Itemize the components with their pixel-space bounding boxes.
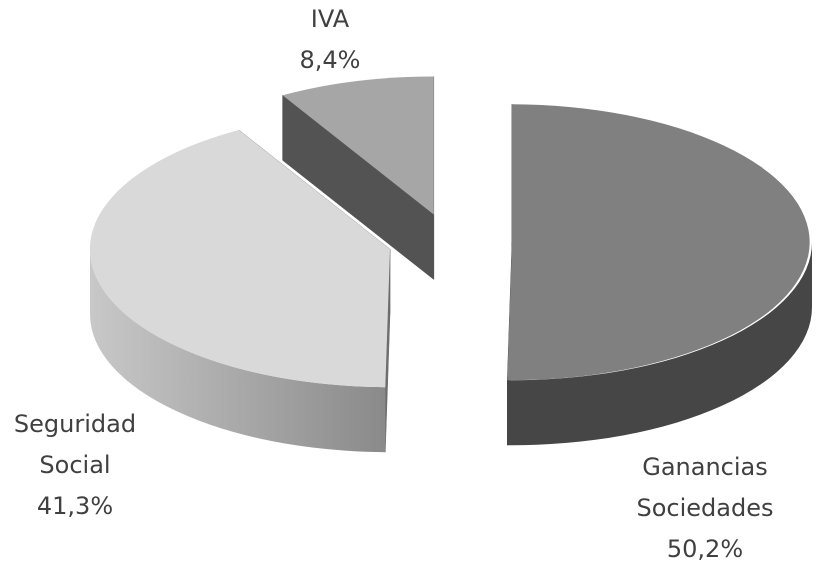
slice-label: Ganancias Sociedades bbox=[637, 453, 774, 522]
pie-slice bbox=[507, 104, 810, 381]
slice-label: Seguridad Social bbox=[14, 410, 136, 479]
slice-wall bbox=[89, 249, 386, 453]
slice-label: IVA bbox=[311, 5, 350, 33]
pie-slice bbox=[89, 130, 391, 388]
slice-value-label: 8,4% bbox=[300, 46, 361, 74]
slice-value-label: 50,2% bbox=[667, 535, 743, 563]
slice-value-label: 41,3% bbox=[37, 492, 113, 520]
pie-slice bbox=[282, 76, 434, 215]
slice-wall bbox=[507, 242, 812, 446]
